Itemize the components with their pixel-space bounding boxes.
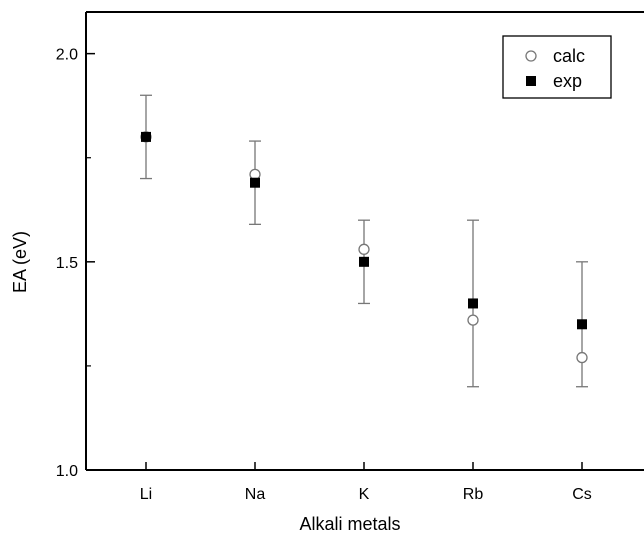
y-tick-label: 2.0 <box>56 47 78 64</box>
y-tick-label: 1.0 <box>56 463 78 480</box>
x-tick-label: Na <box>245 486 266 503</box>
legend-exp-marker <box>526 76 536 86</box>
exp-point <box>577 319 587 330</box>
x-axis-label: Alkali metals <box>299 514 400 534</box>
exp-point <box>359 256 369 267</box>
exp-point <box>468 298 478 309</box>
exp-point <box>141 131 151 142</box>
legend-calc-marker <box>525 50 537 62</box>
data-marks <box>140 94 588 388</box>
legend: calc exp <box>502 35 612 99</box>
x-tick-label: K <box>359 486 370 503</box>
x-tick-label: Cs <box>572 486 592 503</box>
calc-point <box>467 314 479 326</box>
x-tick-label: Rb <box>463 486 484 503</box>
calc-point <box>358 243 370 255</box>
y-tick-label: 1.5 <box>56 255 78 272</box>
legend-exp-label: exp <box>553 71 582 91</box>
y-axis-label: EA (eV) <box>10 231 30 293</box>
x-tick-label: Li <box>140 486 152 503</box>
calc-point <box>576 351 588 364</box>
exp-point <box>250 177 260 188</box>
legend-box <box>502 35 612 99</box>
legend-calc-label: calc <box>553 46 585 66</box>
axes: 1.0 1.5 2.0 Li Na K Rb Cs <box>56 11 644 503</box>
